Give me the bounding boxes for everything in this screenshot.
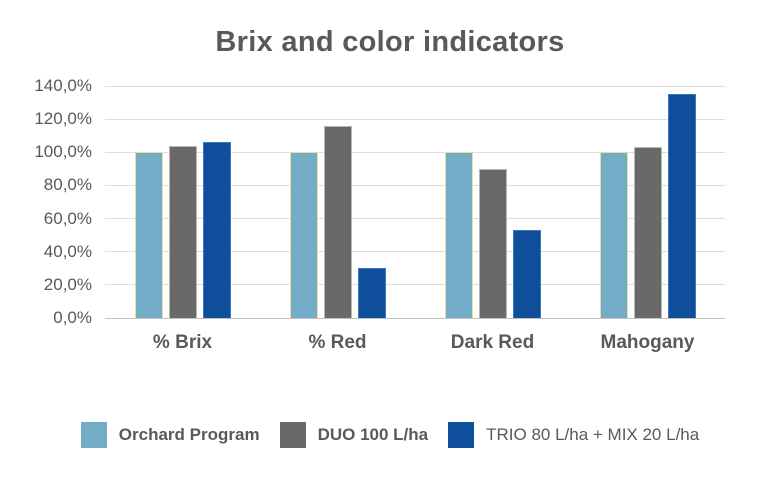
bar [599,152,628,318]
legend: Orchard Program DUO 100 L/ha TRIO 80 L/ha … [0,422,780,448]
bar [289,152,318,318]
bar [512,230,541,318]
gridline [105,85,725,87]
legend-label: TRIO 80 L/ha + MIX 20 L/ha [486,425,700,444]
legend-label: DUO 100 L/ha [317,425,429,444]
gridline [105,284,725,286]
x-axis: % Brix % Red Dark Red Mahogany [105,332,725,354]
y-axis-tick-label: 40,0% [43,241,92,261]
y-axis-tick-label: 140,0% [34,76,92,95]
plot-area [105,85,725,319]
bar [134,152,163,318]
x-axis-category-label: Dark Red [450,332,535,353]
gridline [105,218,725,220]
legend-swatch [448,422,475,448]
legend-item: DUO 100 L/ha [279,422,429,448]
x-axis-category-label: % Brix [152,332,213,353]
bar-group [105,86,260,318]
bar-group [570,86,725,318]
y-axis-tick-label: 80,0% [43,175,92,195]
gridline [105,251,725,253]
bar [633,147,662,318]
bar-groups [105,86,725,318]
bar [357,268,386,318]
y-axis: 0,0% 20,0% 40,0% 60,0% 80,0% 100,0% 120,0% 140,… [0,76,92,327]
y-axis-tick-label: 20,0% [43,274,92,294]
legend-item: Orchard Program [80,422,260,448]
x-axis-category-label: Mahogany [600,332,695,353]
bar [444,152,473,318]
gridline [105,184,725,186]
bar [202,142,231,318]
legend-swatch [80,422,107,448]
legend-label: Orchard Program [118,425,260,444]
chart-title: Brix and color indicators [215,26,565,58]
legend-item: TRIO 80 L/ha + MIX 20 L/ha [448,422,699,448]
legend-swatch [279,422,306,448]
bar [667,94,696,318]
y-axis-tick-label: 0,0% [53,308,92,327]
gridline [105,151,725,153]
gridline [105,317,725,319]
y-axis-tick-label: 60,0% [43,208,92,228]
bar [168,145,197,318]
bar [323,125,352,318]
bar [478,168,507,318]
gridline [105,118,725,120]
y-axis-tick-label: 100,0% [34,142,92,162]
y-axis-tick-label: 120,0% [34,109,92,129]
bar-group [260,86,415,318]
bar-group [415,86,570,318]
x-axis-category-label: % Red [308,332,367,353]
